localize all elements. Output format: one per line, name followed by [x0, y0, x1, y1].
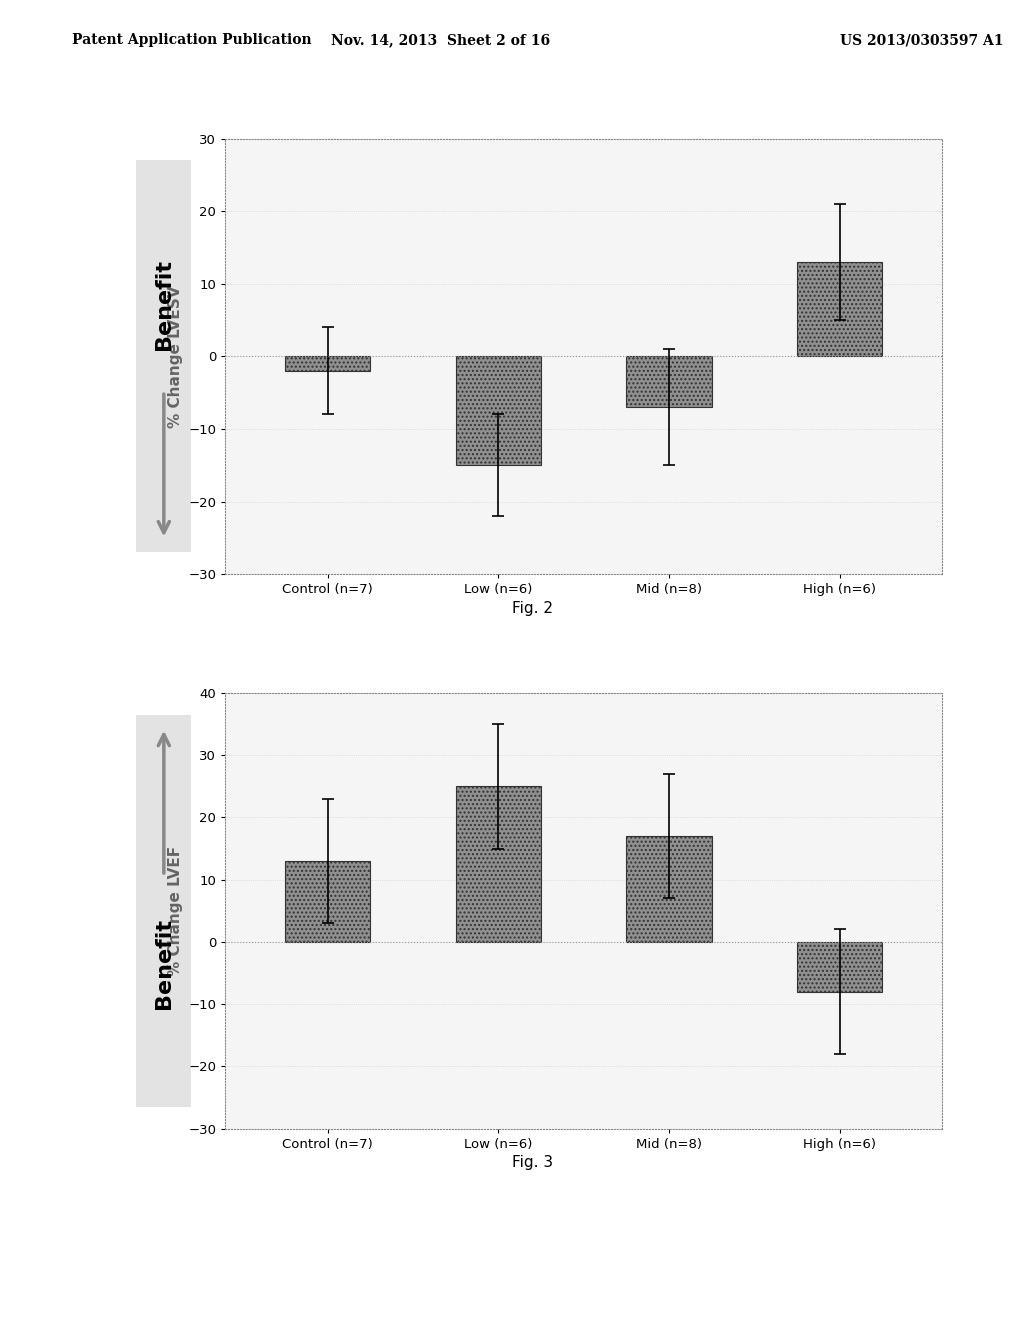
Text: Fig. 3: Fig. 3 — [512, 1155, 553, 1170]
Text: Fig. 2: Fig. 2 — [512, 601, 553, 615]
Bar — [797, 261, 883, 356]
Y-axis label: % Change LVESV: % Change LVESV — [168, 285, 182, 428]
FancyBboxPatch shape — [136, 715, 191, 1106]
Bar — [456, 356, 541, 465]
FancyBboxPatch shape — [136, 160, 191, 553]
Bar — [627, 836, 712, 942]
Bar — [456, 787, 541, 942]
Bar — [797, 942, 883, 991]
Bar — [627, 356, 712, 407]
Text: Benefit: Benefit — [154, 259, 174, 350]
Y-axis label: % Change LVEF: % Change LVEF — [168, 846, 182, 975]
Bar — [285, 356, 371, 371]
Bar — [285, 861, 371, 942]
Text: Benefit: Benefit — [154, 917, 174, 1008]
Text: Patent Application Publication: Patent Application Publication — [72, 33, 311, 48]
Text: Nov. 14, 2013  Sheet 2 of 16: Nov. 14, 2013 Sheet 2 of 16 — [331, 33, 550, 48]
Text: US 2013/0303597 A1: US 2013/0303597 A1 — [840, 33, 1004, 48]
